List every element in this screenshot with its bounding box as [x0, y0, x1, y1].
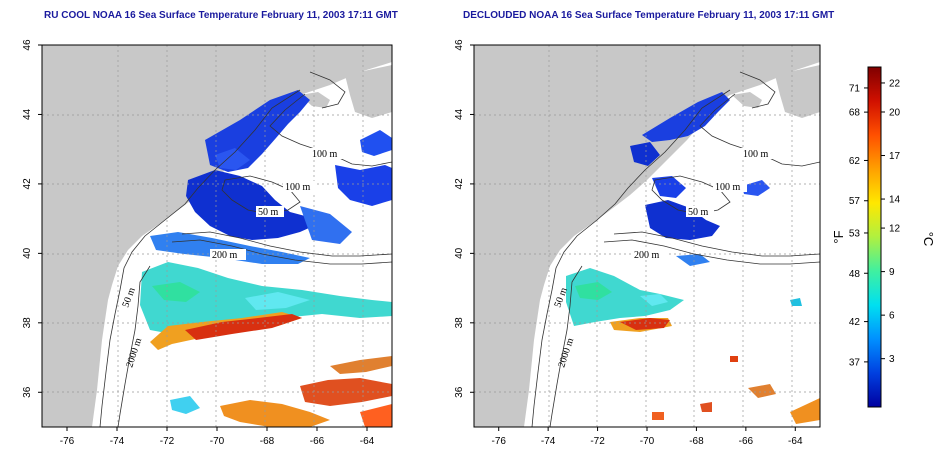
lat-tick-label: 44: [22, 108, 33, 120]
colorbar-ticks: 71 68 62 57 53 48 42 37 22 20 17 14 12 9 6 3: [849, 78, 901, 368]
celsius-tick-label: 22: [889, 78, 901, 89]
lon-tick-label: -74: [110, 436, 125, 447]
fahrenheit-tick-label: 62: [849, 156, 861, 167]
celsius-tick-label: 14: [889, 195, 901, 206]
fahrenheit-tick-label: 68: [849, 108, 861, 119]
lat-tick-label: 46: [454, 39, 465, 51]
celsius-tick-label: 6: [889, 311, 895, 322]
celsius-tick-label: 20: [889, 107, 901, 118]
lat-tick-label: 42: [454, 178, 465, 190]
lat-tick-label: 38: [22, 317, 33, 329]
land-mass: [42, 45, 392, 427]
lon-tick-label: -64: [788, 436, 803, 447]
lat-tick-label: 36: [22, 386, 33, 398]
celsius-tick-label: 3: [889, 354, 895, 365]
fahrenheit-tick-label: 53: [849, 228, 861, 239]
celsius-tick-label: 17: [889, 151, 901, 162]
lat-tick-label: 42: [22, 178, 33, 190]
axis-ticks-declouded: -76 -74 -72 -70 -68 -66 -64 36 38 40 42 44 46: [454, 39, 803, 447]
contour-label-50m-bank: 50 m: [258, 207, 279, 218]
fahrenheit-tick-label: 48: [849, 269, 861, 280]
fahrenheit-unit: °F: [831, 230, 846, 243]
lon-tick-label: -64: [360, 436, 375, 447]
sst-data-declouded: [566, 92, 820, 424]
grid-lines: [474, 45, 820, 427]
lat-tick-label: 44: [454, 108, 465, 120]
axis-ticks-raw: -76 -74 -72 -70 -68 -66 -64 36 38 40 42 44 46: [22, 39, 375, 447]
lon-tick-label: -66: [310, 436, 325, 447]
lon-tick-label: -72: [590, 436, 605, 447]
bathymetry-contours: [531, 71, 820, 427]
contour-label-200m: 200 m: [212, 250, 238, 261]
lon-tick-label: -66: [739, 436, 754, 447]
sst-data-raw: [140, 90, 392, 427]
celsius-tick-label: 12: [889, 224, 901, 235]
contour-label-200m: 200 m: [634, 250, 660, 261]
contour-label-100m-mid: 100 m: [715, 182, 741, 193]
bathymetry-contours: [99, 71, 392, 427]
lon-tick-label: -68: [260, 436, 275, 447]
lat-tick-label: 38: [454, 317, 465, 329]
colorbar-strip: [867, 66, 882, 408]
land-mass: [474, 45, 820, 427]
lat-tick-label: 36: [454, 386, 465, 398]
contour-label-100m-north: 100 m: [743, 149, 769, 160]
lon-tick-label: -70: [210, 436, 225, 447]
celsius-tick-label: 9: [889, 267, 895, 278]
map-title-raw: RU COOL NOAA 16 Sea Surface Temperature …: [44, 10, 398, 21]
map-title-declouded: DECLOUDED NOAA 16 Sea Surface Temperatur…: [463, 10, 835, 21]
lon-tick-label: -68: [689, 436, 704, 447]
celsius-unit: °C: [921, 232, 936, 247]
fahrenheit-tick-label: 37: [849, 357, 861, 368]
fahrenheit-tick-label: 42: [849, 317, 861, 328]
colorbar: °F °C 71 68 62 57 53 48 42 37 22 20 17 14 12 9 6 3: [831, 66, 936, 408]
fahrenheit-tick-label: 71: [849, 83, 861, 94]
contour-label-100m-mid: 100 m: [285, 182, 311, 193]
lon-tick-label: -70: [640, 436, 655, 447]
contour-label-100m-north: 100 m: [312, 149, 338, 160]
lon-tick-label: -72: [160, 436, 175, 447]
lat-tick-label: 40: [454, 247, 465, 259]
lat-tick-label: 40: [22, 247, 33, 259]
lon-tick-label: -74: [541, 436, 556, 447]
map-panel-raw: 100 m 100 m 50 m 200 m 50 m 2000 m -76 -7…: [22, 39, 393, 447]
fahrenheit-tick-label: 57: [849, 196, 861, 207]
contour-label-50m-bank: 50 m: [688, 207, 709, 218]
map-panel-declouded: 100 m 100 m 50 m 200 m 50 m 2000 m -76 -7…: [454, 39, 821, 447]
lon-tick-label: -76: [60, 436, 75, 447]
lon-tick-label: -76: [491, 436, 506, 447]
lat-tick-label: 46: [22, 39, 33, 51]
